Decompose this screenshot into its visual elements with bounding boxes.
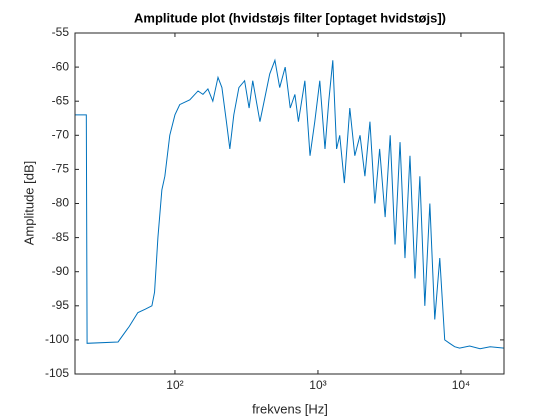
y-tick-label: -90 <box>52 264 70 278</box>
y-tick-label: -55 <box>52 25 70 39</box>
y-tick-label: -60 <box>52 59 70 73</box>
y-tick-label: -85 <box>52 230 70 244</box>
y-tick-label: -65 <box>52 93 70 107</box>
y-tick-label: -70 <box>52 127 70 141</box>
y-tick-label: -80 <box>52 196 70 210</box>
x-axis-label: frekvens [Hz] <box>252 401 328 416</box>
data-line <box>75 58 505 350</box>
y-axis-label: Amplitude [dB] <box>21 161 36 246</box>
x-tick-label: 10³ <box>309 378 326 392</box>
y-tick-label: -105 <box>45 366 69 380</box>
chart-title: Amplitude plot (hvidstøjs filter [optage… <box>134 10 446 25</box>
plot-frame <box>74 32 505 375</box>
y-tick-label: -95 <box>52 298 70 312</box>
x-tick-label: 10² <box>166 378 183 392</box>
y-tick-label: -100 <box>45 332 69 346</box>
x-tick-label: 10⁴ <box>452 378 471 392</box>
y-tick-label: -75 <box>52 162 70 176</box>
